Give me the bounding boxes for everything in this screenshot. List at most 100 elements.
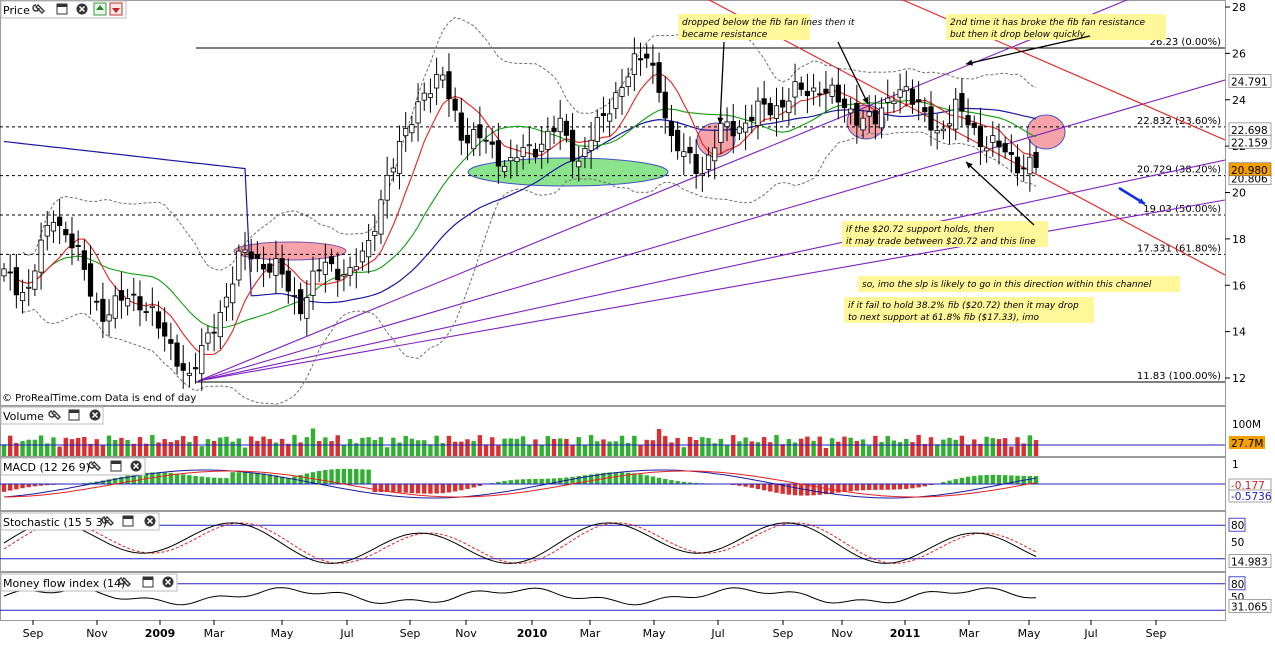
wrench-icon[interactable] (88, 461, 101, 471)
close-icon[interactable] (130, 460, 142, 472)
macd-histogram-bar (879, 484, 884, 490)
value-text: 31.065 (1231, 601, 1268, 613)
wrench-icon[interactable] (101, 516, 114, 526)
macd-histogram-bar (780, 484, 785, 494)
price-candle (260, 246, 267, 288)
price-candle (106, 299, 112, 337)
price-panel-header: Price (0, 0, 127, 19)
volume-bar (286, 443, 291, 456)
price-candle (940, 120, 946, 140)
window-icon[interactable] (56, 3, 68, 15)
candle-body (736, 126, 743, 134)
arrow-shaft (965, 35, 1091, 65)
macd-histogram-bar (366, 469, 371, 484)
price-candle (87, 245, 94, 315)
window-icon[interactable] (68, 409, 80, 421)
macd-histogram-bar (984, 474, 989, 484)
window-icon[interactable] (122, 515, 134, 527)
candle-body (872, 110, 878, 125)
candle-body (946, 123, 953, 127)
macd-histogram-bar (119, 476, 124, 484)
price-candle (984, 136, 990, 163)
volume-bar (224, 436, 229, 456)
candle-body (335, 268, 341, 281)
volume-bar (867, 445, 872, 456)
channel-line (901, 0, 1225, 141)
candle-body (755, 100, 761, 126)
price-axis-label: 16 (1232, 279, 1246, 292)
candle-body (440, 74, 446, 81)
volume-plot (0, 428, 1225, 456)
macd-histogram-bar (854, 484, 860, 491)
candle-body (773, 105, 780, 119)
volume-bar (761, 437, 767, 456)
close-icon[interactable] (162, 576, 174, 588)
volume-bar (415, 440, 421, 456)
macd-histogram-bar (897, 484, 903, 490)
macd-panel-title: MACD (12 26 9) (3, 461, 90, 474)
candle-body (310, 270, 316, 296)
window-icon[interactable] (142, 576, 154, 588)
price-candle (823, 70, 829, 112)
candle-body (495, 140, 502, 167)
candle-body (848, 108, 854, 114)
candle-body (594, 117, 600, 142)
macd-histogram-bar (761, 484, 767, 491)
macd-histogram-bar (496, 481, 501, 484)
close-icon[interactable] (76, 3, 88, 15)
price-candle (625, 67, 631, 96)
stochastic-plot (0, 522, 1225, 564)
value-box (1228, 517, 1246, 532)
price-candle (780, 86, 786, 121)
close-icon[interactable] (144, 515, 156, 527)
volume-bar (799, 438, 804, 456)
macd-histogram-bar (965, 476, 971, 484)
mfi-axis-label: 80 (1228, 576, 1246, 591)
volume-bar (45, 443, 50, 456)
close-icon[interactable] (89, 409, 101, 421)
price-candle (1002, 136, 1008, 159)
candle-body (63, 229, 69, 236)
volume-bar (211, 440, 217, 456)
volume-panel-title: Volume (3, 410, 44, 423)
price-candle (637, 42, 644, 76)
price-candle (724, 107, 730, 142)
macd-histogram-bar (774, 484, 779, 493)
volume-bar (63, 437, 68, 456)
volume-bar (51, 437, 56, 456)
candle-body (106, 314, 112, 322)
macd-histogram-bar (693, 482, 699, 484)
volume-bar (786, 439, 792, 456)
volume-bar (718, 438, 724, 456)
window-icon[interactable] (110, 460, 122, 472)
macd-histogram-bar (588, 474, 594, 484)
volume-bar (638, 444, 643, 456)
volume-bar (14, 442, 19, 456)
volume-bar (731, 435, 736, 456)
volume-bar (514, 438, 520, 456)
candle-body (1002, 143, 1008, 153)
wrench-icon[interactable] (118, 577, 131, 587)
candle-body (433, 74, 440, 89)
move-down-icon[interactable] (109, 2, 123, 16)
volume-bar (273, 442, 279, 456)
value-text: 14.983 (1231, 557, 1268, 569)
price-candle (1033, 146, 1039, 174)
macd-histogram-bar (329, 469, 334, 484)
annotation-box (946, 14, 1166, 40)
wrench-icon[interactable] (48, 410, 61, 420)
annotation-text: it may trade between $20.72 and this lin… (846, 237, 1036, 247)
macd-histogram-bar (663, 478, 668, 484)
fib-level-label: 11.83 (100.00%) (1137, 371, 1221, 382)
volume-bar (162, 439, 167, 456)
price-candle (63, 221, 69, 243)
candle-body (32, 270, 38, 290)
move-up-icon[interactable] (93, 2, 107, 16)
macd-histogram-bar (273, 475, 279, 484)
wrench-icon[interactable] (32, 4, 45, 14)
volume-bar (496, 445, 501, 456)
price-candle (990, 121, 996, 157)
macd-histogram-bar (378, 484, 384, 493)
arrow-head (966, 162, 973, 169)
macd-histogram-bar (922, 484, 928, 487)
